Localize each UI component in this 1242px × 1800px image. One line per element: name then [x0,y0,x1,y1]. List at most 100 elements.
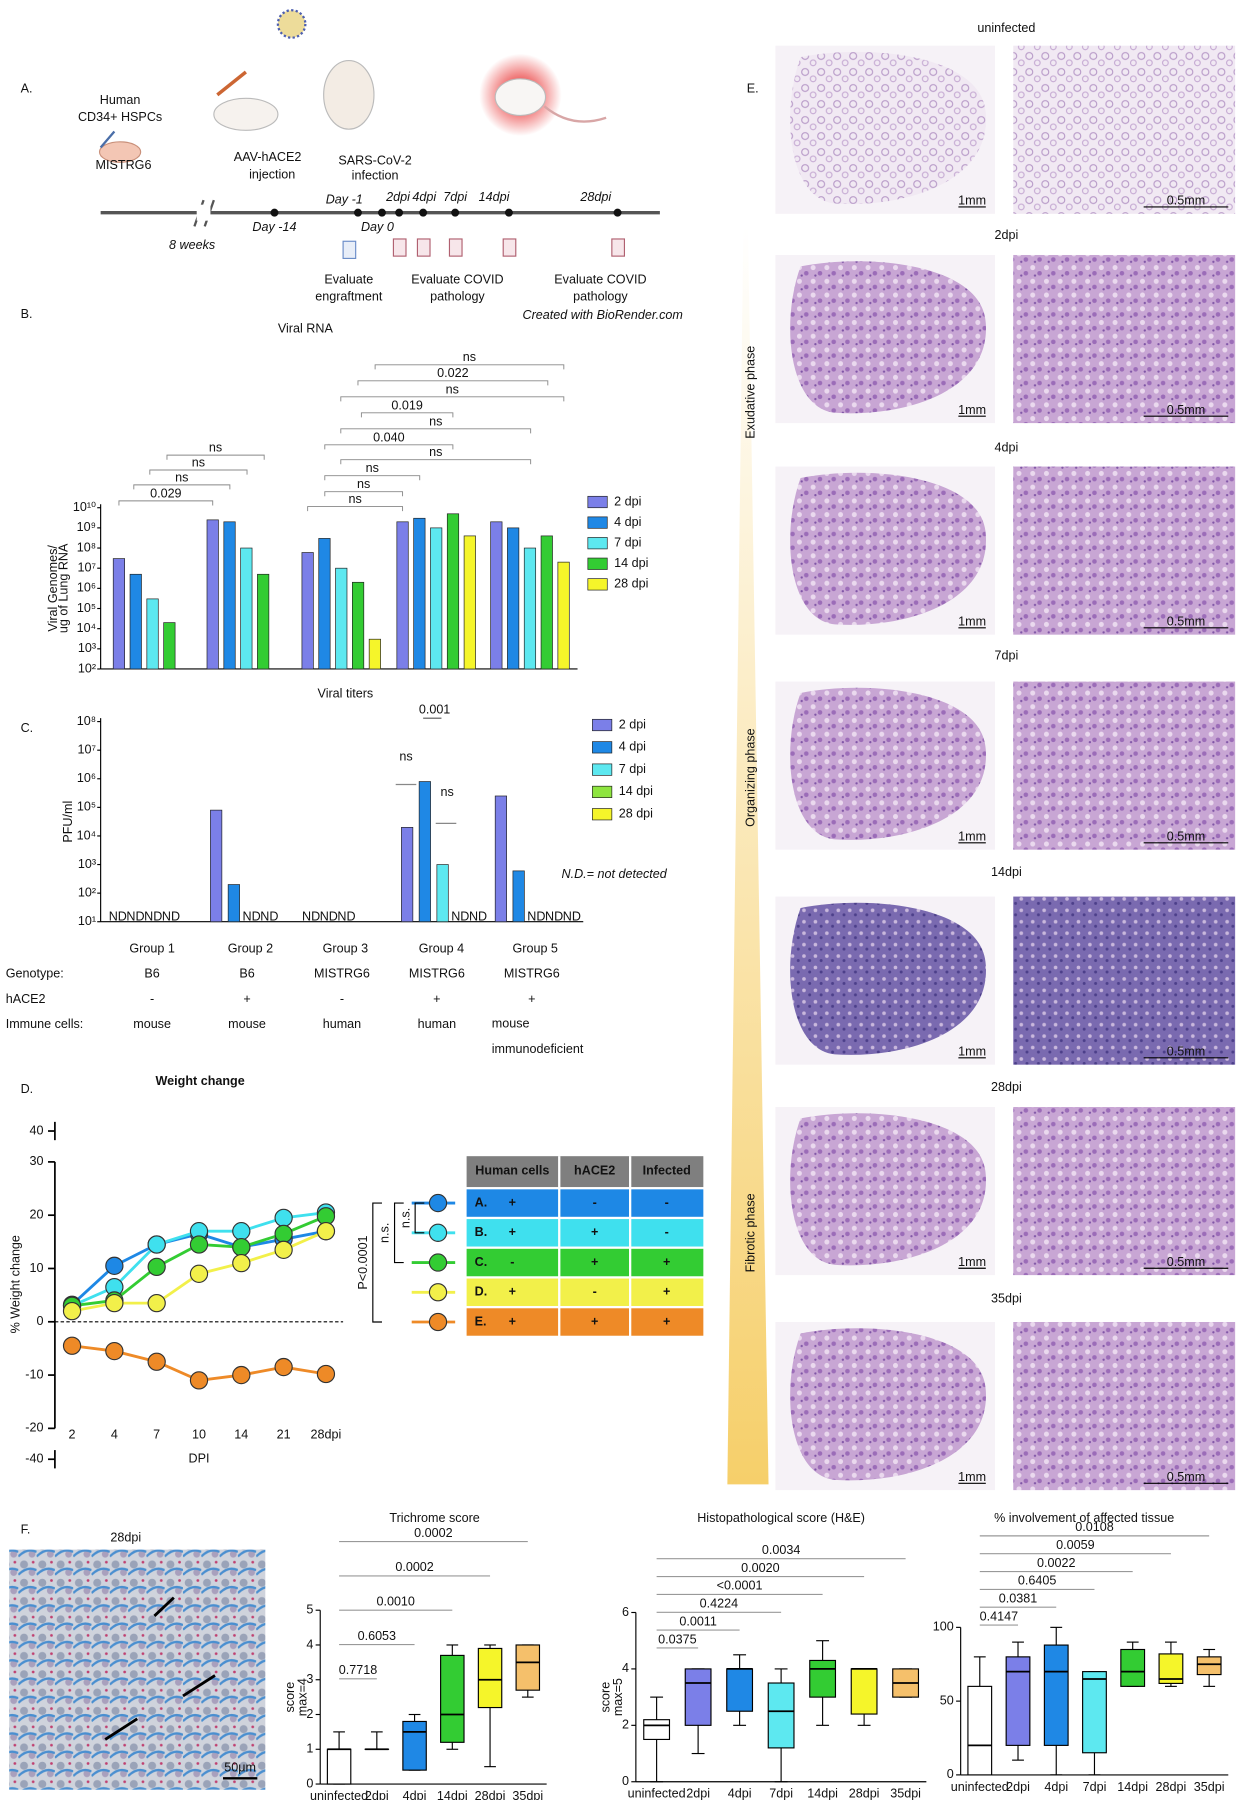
legend-swatch [587,495,608,509]
value-label: ND [563,909,581,923]
x-tick-label: 4dpi [403,1789,427,1800]
y-tick-label: 10³ [78,641,96,655]
y-axis-label: score [283,1682,297,1713]
bar [540,535,553,670]
legend-cell: + [591,1225,598,1239]
legend-cell: + [591,1255,598,1269]
legend-marker [428,1193,448,1213]
row-value: - [340,992,344,1006]
row-value: + [433,992,440,1006]
bar [494,795,507,923]
x-tick-label: 4 [111,1428,118,1442]
section-title: 35dpi [991,1291,1022,1305]
row-value: MISTRG6 [504,967,560,981]
y-tick-label: 6 [622,1605,629,1619]
bar [206,519,219,670]
row-value: human [418,1017,456,1031]
bar [163,622,176,670]
legend-label: 4 dpi [614,515,641,529]
timeline-point [270,208,279,217]
chart-note: N.D.= not detected [562,867,668,881]
legend-swatch [587,516,608,529]
y-tick-label: -40 [25,1452,43,1466]
significance-label: ns [192,455,205,469]
y-tick-label: 10⁷ [78,561,97,575]
chart-title: Weight change [156,1074,245,1088]
timeline-label: Day -1 [326,192,363,206]
legend-label: E. [475,1314,487,1328]
bar [490,521,503,670]
x-tick-label: 21 [277,1428,291,1442]
row-label: Genotype: [6,967,64,981]
significance-bracket [324,444,454,450]
y-tick-label: 10¹ [78,914,96,928]
scale-label: 0.5mm [1167,1044,1205,1058]
legend-cell: + [509,1314,516,1328]
x-tick-label: 14dpi [437,1789,468,1800]
scale-label: 0.5mm [1167,194,1205,208]
significance-label: ns [348,492,361,506]
bar [318,538,331,670]
significance-label: 0.0381 [999,1592,1037,1606]
box [850,1668,878,1715]
bar [512,870,525,923]
panel-label: B. [21,307,33,321]
box [477,1647,503,1709]
significance-label: 0.0010 [376,1595,414,1609]
significance-label: ns [399,749,412,763]
scale-label: 1mm [958,1470,986,1484]
significance-bracket [340,396,565,402]
timeline-label: MISTRG6 [96,158,152,172]
point [147,1293,166,1313]
y-tick-label: 10⁴ [77,621,96,635]
box [515,1644,541,1691]
bar [257,573,270,670]
phase-label: Exudative phase [744,346,758,439]
bar [352,581,365,670]
y-tick-label: 50 [940,1693,954,1707]
bar [129,573,142,670]
significance-label: 0.0375 [658,1632,696,1646]
scale-label: 0.5mm [1167,614,1205,628]
scale-label: 1mm [958,1255,986,1269]
section-title: 28dpi [991,1080,1022,1094]
y-tick-label: 20 [29,1208,43,1222]
significance-label: 0.6405 [1018,1574,1056,1588]
significance-label: ns [366,461,379,475]
legend-swatch [592,718,613,732]
significance-bracket [393,1202,404,1264]
y-axis-label: ug of Lung RNA [56,543,70,633]
box [1120,1648,1146,1687]
panel-label: F. [21,1522,31,1536]
timeline-label: 28dpi [579,190,612,204]
x-tick-label: 2dpi [686,1787,710,1800]
value-label: ND [144,909,162,923]
box [1082,1671,1107,1754]
significance-bracket [372,1202,382,1323]
x-tick-label: 28dpi [311,1428,342,1442]
y-tick-label: 10 [29,1261,43,1275]
panel-label: E. [747,81,759,95]
y-tick-label: 5 [306,1603,313,1617]
timeline-label: CD34+ HSPCs [78,110,162,124]
y-tick-label: 2 [306,1707,313,1721]
x-tick-label: Group 3 [323,942,368,956]
legend-swatch [587,578,608,591]
timeline-label: 8 weeks [169,238,216,252]
y-tick-label: -20 [25,1421,43,1435]
value-label: ND [337,909,355,923]
point [147,1352,166,1371]
legend-marker [428,1223,448,1242]
legend-row [466,1219,704,1247]
tissue [790,902,986,1055]
point [189,1371,209,1390]
y-tick-label: 10⁹ [77,520,96,534]
significance-label: ns [357,477,370,491]
y-tick-label: 10³ [78,857,96,871]
significance-bracket [324,491,404,497]
box [1005,1656,1031,1746]
significance-bracket [307,506,404,512]
section-title: 4dpi [995,441,1019,455]
legend-cell: + [591,1314,598,1328]
